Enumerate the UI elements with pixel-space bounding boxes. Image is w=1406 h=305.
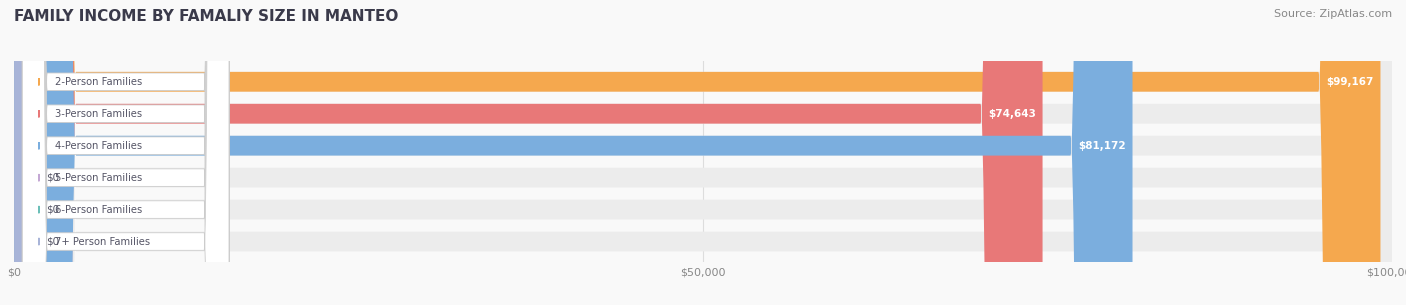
Text: 6-Person Families: 6-Person Families	[55, 205, 142, 215]
FancyBboxPatch shape	[14, 0, 37, 305]
Text: $74,643: $74,643	[988, 109, 1036, 119]
FancyBboxPatch shape	[14, 0, 37, 305]
FancyBboxPatch shape	[14, 0, 1132, 305]
FancyBboxPatch shape	[14, 0, 1392, 305]
FancyBboxPatch shape	[14, 0, 1392, 305]
FancyBboxPatch shape	[14, 0, 1392, 305]
FancyBboxPatch shape	[22, 0, 229, 305]
FancyBboxPatch shape	[14, 0, 1392, 305]
FancyBboxPatch shape	[22, 0, 229, 305]
Text: $0: $0	[46, 237, 59, 246]
Text: FAMILY INCOME BY FAMALIY SIZE IN MANTEO: FAMILY INCOME BY FAMALIY SIZE IN MANTEO	[14, 9, 398, 24]
FancyBboxPatch shape	[14, 0, 1392, 305]
FancyBboxPatch shape	[14, 0, 1392, 305]
FancyBboxPatch shape	[22, 0, 229, 305]
Text: 7+ Person Families: 7+ Person Families	[55, 237, 150, 246]
Text: $81,172: $81,172	[1078, 141, 1126, 151]
Text: Source: ZipAtlas.com: Source: ZipAtlas.com	[1274, 9, 1392, 19]
Text: $99,167: $99,167	[1326, 77, 1374, 87]
FancyBboxPatch shape	[22, 0, 229, 305]
FancyBboxPatch shape	[14, 0, 1043, 305]
Text: 2-Person Families: 2-Person Families	[55, 77, 142, 87]
Text: $0: $0	[46, 205, 59, 215]
Text: 3-Person Families: 3-Person Families	[55, 109, 142, 119]
FancyBboxPatch shape	[14, 0, 37, 305]
Text: $0: $0	[46, 173, 59, 183]
Text: 5-Person Families: 5-Person Families	[55, 173, 142, 183]
Text: 4-Person Families: 4-Person Families	[55, 141, 142, 151]
FancyBboxPatch shape	[22, 0, 229, 305]
FancyBboxPatch shape	[14, 0, 1381, 305]
FancyBboxPatch shape	[22, 0, 229, 305]
